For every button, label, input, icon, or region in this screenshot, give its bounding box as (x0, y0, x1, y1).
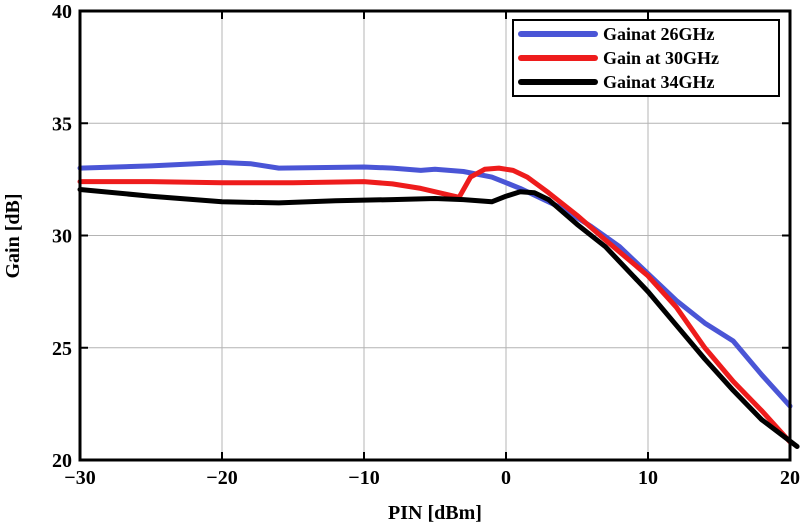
x-axis-label: PIN [dBm] (388, 502, 482, 524)
series-layer (77, 160, 800, 449)
legend-label: Gain at 30GHz (603, 48, 719, 68)
y-axis-label: Gain [dB] (2, 193, 24, 278)
tick-marks (79, 10, 791, 461)
x-tick-label: 10 (638, 467, 658, 489)
x-tick-label: −10 (348, 467, 379, 489)
x-tick-label: −30 (64, 467, 95, 489)
y-tick-label: 20 (52, 450, 72, 472)
y-tick-label: 40 (52, 1, 72, 23)
x-tick-labels: −30 −20 −10 0 10 20 (64, 467, 800, 489)
x-tick-label: −20 (206, 467, 237, 489)
legend-label: Gainat 26GHz (603, 24, 715, 44)
y-tick-labels: 20 25 30 35 40 (52, 1, 72, 472)
legend-label: Gainat 34GHz (603, 72, 715, 92)
x-tick-label: 20 (780, 467, 800, 489)
y-tick-label: 35 (52, 113, 72, 135)
legend: Gainat 26GHz Gain at 30GHz Gainat 34GHz (512, 19, 780, 97)
y-tick-label: 25 (52, 338, 72, 360)
series-line-1 (77, 160, 793, 409)
x-tick-label: 0 (501, 467, 511, 489)
series-line-3 (77, 187, 800, 449)
series-line-2 (77, 165, 793, 445)
y-tick-label: 30 (52, 226, 72, 248)
